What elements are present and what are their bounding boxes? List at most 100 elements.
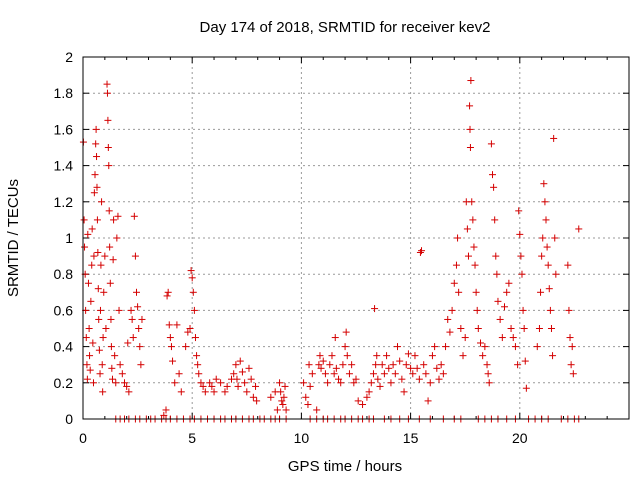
data-point: [514, 361, 522, 369]
data-point: [165, 321, 173, 329]
data-point: [94, 248, 102, 256]
data-point: [466, 125, 474, 133]
data-point: [380, 370, 388, 378]
data-point: [489, 171, 496, 179]
data-point: [97, 261, 105, 269]
data-point: [238, 368, 246, 376]
data-point: [348, 361, 356, 369]
data-point: [233, 375, 241, 383]
data-point: [245, 364, 253, 372]
data-point: [100, 288, 108, 296]
data-point: [136, 343, 144, 351]
data-point: [472, 288, 480, 296]
data-point: [389, 361, 397, 369]
data-point: [551, 234, 559, 242]
data-point: [111, 352, 119, 360]
data-point: [359, 401, 367, 409]
data-point: [95, 346, 103, 354]
data-point: [509, 334, 517, 342]
data-point: [125, 388, 133, 396]
data-point: [565, 306, 573, 314]
data-point: [133, 288, 141, 296]
data-point: [372, 361, 380, 369]
data-point: [201, 388, 209, 396]
data-point: [435, 375, 443, 383]
data-point: [88, 261, 96, 269]
y-tick-label: 0.6: [54, 302, 74, 318]
data-point: [105, 162, 113, 170]
data-point: [535, 325, 543, 332]
data-point: [171, 379, 179, 387]
data-point: [167, 343, 175, 351]
data-point: [341, 343, 349, 351]
data-point: [208, 382, 216, 390]
data-point: [92, 125, 100, 133]
data-point: [328, 352, 336, 360]
y-tick-label: 2: [65, 49, 73, 65]
data-point: [481, 343, 489, 351]
data-point: [520, 325, 528, 332]
data-point: [83, 361, 91, 369]
data-point: [304, 401, 312, 409]
data-point: [575, 225, 583, 233]
data-point: [89, 379, 97, 387]
data-point: [182, 343, 190, 351]
data-point: [545, 285, 553, 293]
data-point: [112, 379, 120, 387]
data-point: [433, 364, 441, 372]
data-point: [378, 361, 386, 369]
data-point: [337, 379, 345, 387]
x-tick-label: 20: [512, 430, 528, 446]
data-point: [91, 171, 99, 179]
data-point: [471, 261, 479, 269]
data-point: [110, 216, 118, 224]
data-point: [420, 361, 428, 369]
data-point: [487, 140, 495, 148]
data-point: [163, 292, 171, 300]
data-point: [547, 325, 555, 332]
data-point: [466, 144, 474, 151]
data-point: [473, 306, 481, 314]
data-point: [407, 364, 415, 372]
data-point: [541, 198, 549, 206]
data-point: [278, 397, 286, 405]
data-point: [217, 379, 225, 387]
data-point: [544, 261, 552, 269]
data-point: [96, 370, 104, 378]
data-point: [241, 379, 249, 387]
data-point: [98, 198, 106, 206]
data-point: [101, 252, 109, 260]
data-point: [84, 230, 92, 238]
data-point: [230, 370, 238, 378]
data-point: [428, 352, 436, 360]
data-point: [135, 325, 143, 332]
data-point: [404, 350, 412, 358]
data-point: [521, 357, 529, 365]
data-point: [400, 388, 408, 396]
data-point: [474, 325, 482, 332]
data-point: [517, 252, 525, 260]
data-point: [115, 306, 123, 314]
data-point: [493, 270, 501, 278]
x-axis-title: GPS time / hours: [288, 458, 402, 475]
data-point: [187, 267, 195, 275]
data-point: [129, 334, 137, 342]
data-point: [391, 370, 399, 378]
data-point: [537, 288, 545, 296]
data-point: [437, 361, 445, 369]
data-point: [413, 364, 421, 372]
data-point: [442, 343, 450, 351]
data-point: [107, 343, 115, 351]
data-point: [490, 183, 498, 191]
data-point: [84, 279, 92, 287]
data-point: [483, 361, 491, 369]
data-point: [108, 364, 116, 372]
data-points: [79, 77, 583, 423]
data-point: [533, 343, 541, 351]
data-point: [252, 382, 260, 390]
data-point: [354, 397, 362, 405]
data-point: [491, 216, 499, 224]
data-point: [127, 306, 135, 314]
data-point: [446, 328, 454, 336]
